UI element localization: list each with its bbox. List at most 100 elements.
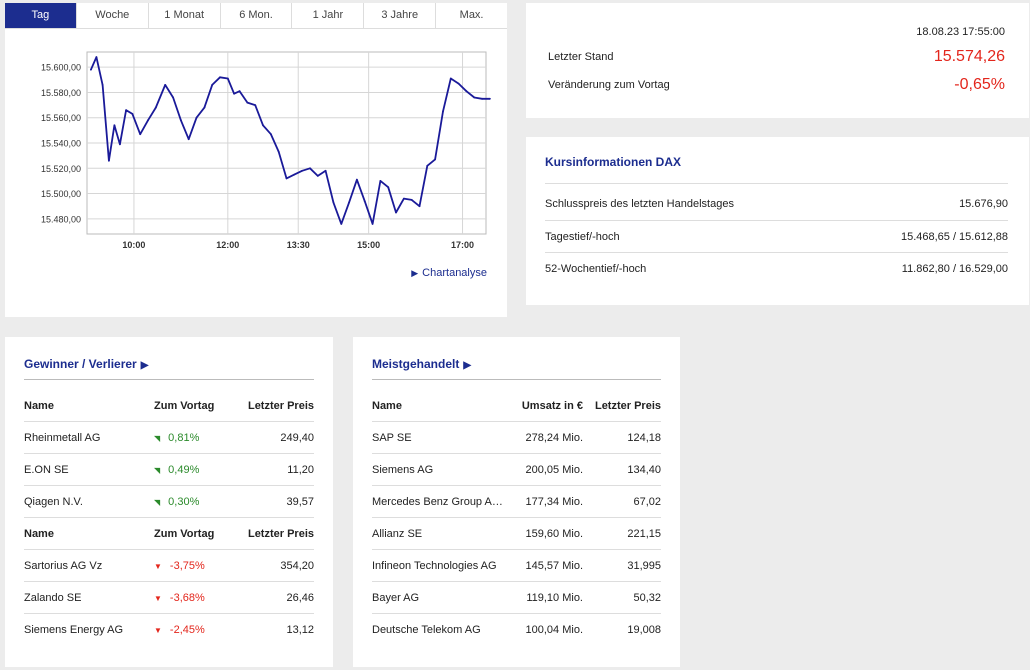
tab-max[interactable]: Max. — [436, 3, 508, 28]
data-point — [324, 169, 327, 172]
meistgehandelt-link[interactable]: Meistgehandelt ▶ — [372, 357, 471, 371]
gewinner-verlierer-link[interactable]: Gewinner / Verlierer ▶ — [24, 357, 148, 371]
data-point — [340, 223, 343, 225]
col-umsatz: Umsatz in € — [521, 399, 583, 412]
table-header: Name Zum Vortag Letzter Preis — [24, 518, 314, 550]
data-point — [211, 84, 214, 86]
data-point — [172, 96, 175, 99]
data-point — [180, 119, 182, 122]
gewinner-verlierer-title: Gewinner / Verlierer — [24, 357, 137, 371]
volume-value: 200,05 Mio. — [525, 463, 583, 476]
kurs-row-schlusspreis: Schlusspreis des letzten Handelstages 15… — [545, 198, 1008, 210]
price-value: 50,32 — [633, 591, 661, 604]
change-value: 0,49% — [168, 463, 200, 476]
col-zum-vortag: Zum Vortag — [154, 399, 215, 412]
y-tick-label: 15.540,00 — [41, 139, 81, 149]
volume-value: 100,04 Mio. — [525, 624, 583, 636]
data-point — [270, 133, 272, 136]
price-value: 13,12 — [286, 624, 314, 636]
divider — [545, 220, 1008, 221]
stock-name: E.ON SE — [24, 463, 69, 476]
data-point — [219, 76, 221, 79]
stock-name: Deutsche Telekom AG — [372, 624, 481, 636]
change-value: 0,30% — [168, 495, 200, 508]
data-point — [363, 200, 366, 203]
divider — [372, 379, 661, 380]
table-header: Name Umsatz in € Letzter Preis — [372, 390, 661, 422]
arrow-up-icon: ◥ — [154, 465, 161, 475]
price-value: 19,008 — [627, 624, 661, 636]
stock-name: Infineon Technologies AG — [372, 559, 497, 572]
veraenderung-label: Veränderung zum Vortag — [548, 79, 670, 91]
tab-1-jahr[interactable]: 1 Jahr — [292, 3, 365, 28]
volume-value: 177,34 Mio. — [525, 495, 583, 508]
table-row[interactable]: Infineon Technologies AG 145,57 Mio. 31,… — [372, 550, 661, 582]
data-point — [233, 92, 236, 95]
stock-name: Mercedes Benz Group AG ... — [372, 495, 503, 508]
series-line — [90, 56, 490, 225]
data-point — [187, 138, 190, 141]
data-point — [309, 167, 311, 170]
data-point — [301, 169, 303, 172]
table-row[interactable]: Deutsche Telekom AG 100,04 Mio. 19,008 — [372, 614, 661, 646]
x-tick-label: 17:00 — [451, 240, 474, 250]
arrow-down-icon: ▼ — [154, 561, 162, 571]
data-point — [164, 84, 167, 86]
table-row[interactable]: Rheinmetall AG ◥ 0,81% 249,40 — [24, 422, 314, 454]
table-row[interactable]: Zalando SE ▼ -3,68% 26,46 — [24, 582, 314, 614]
stock-name: Siemens Energy AG — [24, 624, 124, 636]
x-tick-label: 12:00 — [216, 240, 239, 250]
table-row[interactable]: Siemens Energy AG ▼ -2,45% 13,12 — [24, 614, 314, 646]
data-point — [418, 205, 421, 208]
kursinformationen-panel: Kursinformationen DAX Schlusspreis des l… — [526, 137, 1029, 305]
data-point — [90, 68, 92, 71]
price-value: 221,15 — [627, 527, 661, 540]
kurs-row-label: Schlusspreis des letzten Handelstages — [545, 198, 734, 210]
data-point — [426, 164, 429, 167]
tab-3-jahre[interactable]: 3 Jahre — [364, 3, 437, 28]
table-row[interactable]: Allianz SE 159,60 Mio. 221,15 — [372, 518, 661, 550]
dax-intraday-chart[interactable]: 15.480,00 15.500,00 15.520,00 15.540,00 15.5… — [5, 29, 507, 259]
table-row[interactable]: Bayer AG 119,10 Mio. 50,32 — [372, 582, 661, 614]
tab-6-mon[interactable]: 6 Mon. — [220, 3, 293, 28]
data-point — [154, 106, 157, 109]
change-value: 0,81% — [168, 431, 200, 444]
kurs-row-52-wochen: 52-Wochentief/-hoch 11.862,80 / 16.529,0… — [545, 263, 1008, 275]
price-value: 11,20 — [287, 463, 314, 476]
tab-woche[interactable]: Woche — [76, 3, 149, 28]
x-tick-label: 10:00 — [122, 240, 145, 250]
data-point — [457, 82, 460, 85]
table-row[interactable]: SAP SE 278,24 Mio. 124,18 — [372, 422, 661, 454]
meistgehandelt-panel: Meistgehandelt ▶ Name Umsatz in € Letzter… — [353, 337, 680, 667]
stand-panel: 18.08.23 17:55:00 Letzter Stand 15.574,2… — [526, 3, 1029, 118]
data-point — [442, 110, 444, 113]
data-point — [246, 101, 249, 104]
chartanalyse-link[interactable]: ▶ Chartanalyse — [411, 267, 487, 279]
data-point — [226, 77, 229, 80]
play-icon: ▶ — [140, 360, 149, 371]
kurs-row-label: 52-Wochentief/-hoch — [545, 263, 647, 275]
y-tick-label: 15.600,00 — [41, 63, 81, 73]
kurs-row-value: 15.676,90 — [959, 198, 1008, 210]
table-row[interactable]: Siemens AG 200,05 Mio. 134,40 — [372, 454, 661, 486]
table-row[interactable]: Qiagen N.V. ◥ 0,30% 39,57 — [24, 486, 314, 518]
data-point — [489, 97, 491, 100]
col-letzter-preis: Letzter Preis — [594, 399, 661, 412]
price-value: 134,40 — [627, 463, 661, 476]
y-tick-label: 15.480,00 — [41, 214, 81, 224]
veraenderung-value: -0,65% — [954, 76, 1005, 93]
letzter-stand-row: Letzter Stand 15.574,26 — [548, 48, 1005, 66]
tab-tag[interactable]: Tag — [5, 3, 77, 28]
price-value: 249,40 — [280, 431, 314, 444]
stock-name: SAP SE — [372, 431, 412, 444]
stock-name: Sartorius AG Vz — [24, 559, 103, 572]
table-row[interactable]: Sartorius AG Vz ▼ -3,75% 354,20 — [24, 550, 314, 582]
tab-1-monat[interactable]: 1 Monat — [148, 3, 221, 28]
table-row[interactable]: E.ON SE ◥ 0,49% 11,20 — [24, 454, 314, 486]
data-point — [465, 90, 468, 93]
table-row[interactable]: Mercedes Benz Group AG ... 177,34 Mio. 6… — [372, 486, 661, 518]
kurs-row-tagestief: Tagestief/-hoch 15.468,65 / 15.612,88 — [545, 231, 1008, 243]
data-point — [371, 223, 374, 225]
letzter-stand-value: 15.574,26 — [933, 48, 1005, 65]
data-point — [473, 96, 476, 99]
